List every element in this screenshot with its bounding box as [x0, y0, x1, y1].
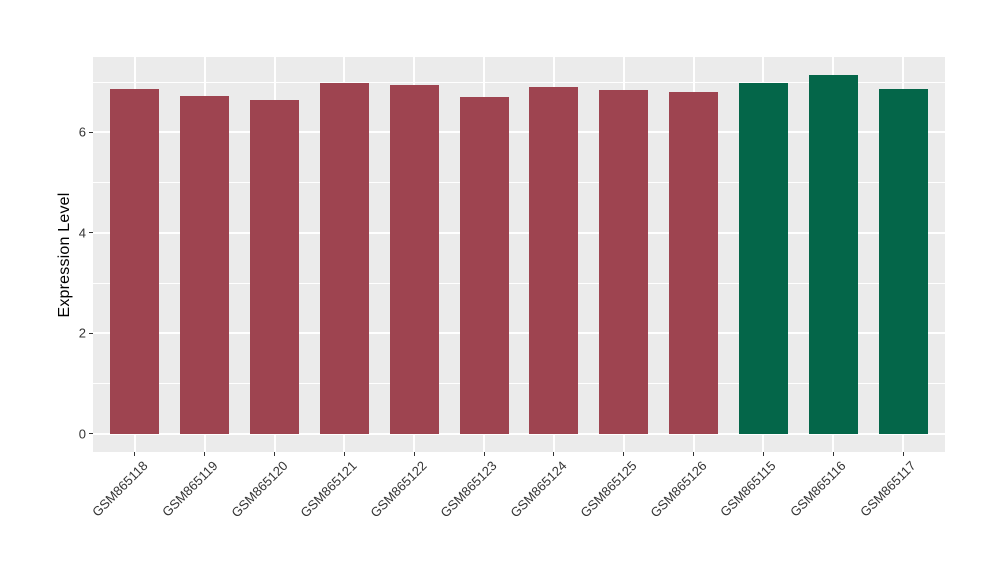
x-tick-label: GSM865124 — [507, 458, 570, 521]
x-tick-label: GSM865120 — [227, 458, 291, 521]
x-tick-label: GSM865125 — [577, 458, 640, 521]
x-tick-label: GSM865117 — [857, 458, 919, 520]
x-tick-mark — [204, 452, 206, 456]
bar-GSM865125 — [599, 90, 649, 434]
bar-GSM865122 — [389, 85, 439, 434]
y-axis-title: Expression Level — [56, 191, 73, 318]
x-tick-mark — [274, 452, 276, 456]
y-minor-gridline — [93, 81, 945, 83]
y-tick-label: 4 — [78, 225, 86, 241]
y-tick-mark — [89, 232, 93, 234]
y-tick-mark — [89, 332, 93, 334]
x-tick-mark — [623, 452, 625, 456]
x-tick-label: GSM865116 — [787, 458, 849, 520]
y-major-gridline — [93, 332, 945, 335]
y-tick-label: 2 — [78, 325, 86, 341]
x-tick-mark — [762, 452, 764, 456]
x-tick-mark — [483, 452, 485, 456]
x-tick-mark — [553, 452, 555, 456]
y-major-gridline — [93, 231, 945, 234]
x-tick-label: GSM865122 — [367, 458, 430, 521]
bar-GSM865121 — [319, 83, 369, 434]
x-tick-mark — [902, 452, 904, 456]
y-minor-gridline — [93, 383, 945, 385]
plot-panel — [93, 57, 945, 452]
bar-GSM865126 — [669, 92, 719, 434]
x-tick-label: GSM865126 — [646, 458, 710, 521]
y-major-gridline — [93, 131, 945, 134]
y-minor-gridline — [93, 282, 945, 284]
bar-GSM865115 — [738, 82, 788, 434]
x-tick-mark — [134, 452, 136, 456]
x-tick-label: GSM865123 — [437, 458, 500, 521]
x-tick-mark — [832, 452, 834, 456]
y-tick-mark — [89, 131, 93, 133]
y-minor-gridline — [93, 182, 945, 184]
x-tick-label: GSM865121 — [297, 458, 361, 521]
bar-GSM865117 — [878, 88, 928, 434]
y-tick-label: 0 — [78, 426, 86, 442]
x-tick-label: GSM865118 — [88, 458, 151, 520]
bar-GSM865116 — [808, 74, 858, 434]
x-tick-mark — [413, 452, 415, 456]
y-tick-mark — [89, 433, 93, 435]
x-tick-mark — [343, 452, 345, 456]
bar-GSM865123 — [459, 97, 509, 434]
x-tick-label: GSM865119 — [158, 458, 221, 520]
x-tick-mark — [693, 452, 695, 456]
y-major-gridline — [93, 432, 945, 435]
y-tick-label: 6 — [78, 124, 86, 140]
bar-GSM865120 — [250, 99, 299, 434]
bar-GSM865124 — [529, 86, 579, 434]
x-tick-label: GSM865115 — [717, 458, 780, 520]
bar-GSM865119 — [180, 95, 230, 434]
bar-GSM865118 — [110, 88, 160, 434]
